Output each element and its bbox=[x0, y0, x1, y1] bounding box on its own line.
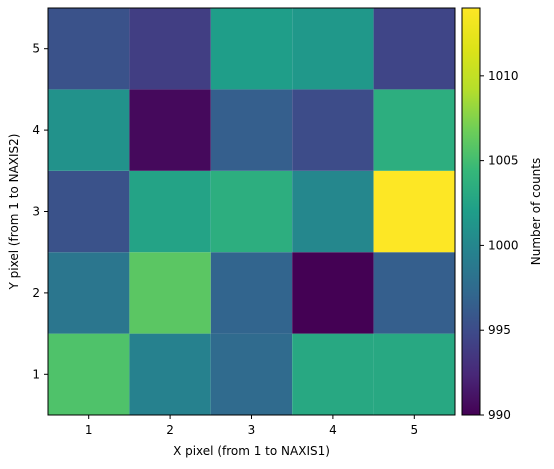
heatmap-cell-x4-y4 bbox=[292, 89, 374, 171]
heatmap-cell-x5-y3 bbox=[373, 170, 455, 253]
colorbar-tick-label: 1005 bbox=[488, 154, 519, 168]
heatmap-cell-x5-y5 bbox=[373, 8, 455, 90]
heatmap-cell-x1-y3 bbox=[48, 170, 130, 253]
y-tick-label: 1 bbox=[32, 367, 40, 381]
x-tick-label: 1 bbox=[85, 423, 93, 437]
heatmap-cell-x4-y2 bbox=[292, 252, 374, 334]
colorbar-tick-label: 995 bbox=[488, 323, 511, 337]
heatmap-cell-x4-y3 bbox=[292, 170, 374, 253]
y-tick-label: 4 bbox=[32, 123, 40, 137]
heatmap-cell-x1-y1 bbox=[48, 333, 130, 415]
colorbar bbox=[461, 7, 481, 416]
heatmap-cell-x1-y2 bbox=[48, 252, 130, 334]
colorbar-tick-label: 1010 bbox=[488, 69, 519, 83]
heatmap-cell-x2-y2 bbox=[129, 252, 211, 334]
x-axis-label: X pixel (from 1 to NAXIS1) bbox=[173, 444, 330, 458]
colorbar-tick-label: 990 bbox=[488, 408, 511, 422]
heatmap-cell-x2-y5 bbox=[129, 8, 211, 90]
x-tick-label: 4 bbox=[329, 423, 337, 437]
heatmap-cell-x1-y4 bbox=[48, 89, 130, 171]
y-axis: 1 2 3 4 5 bbox=[32, 42, 48, 381]
heatmap-cell-x3-y2 bbox=[210, 252, 293, 334]
heatmap-cell-x2-y3 bbox=[129, 170, 211, 253]
colorbar-label: Number of counts bbox=[529, 158, 543, 266]
heatmap-cell-x1-y5 bbox=[48, 8, 130, 90]
x-tick-label: 2 bbox=[166, 423, 174, 437]
heatmap-cell-x4-y1 bbox=[292, 333, 374, 415]
heatmap-cell-x4-y5 bbox=[292, 8, 374, 90]
heatmap-cells bbox=[48, 8, 455, 415]
heatmap-cell-x5-y1 bbox=[373, 333, 455, 415]
heatmap-cell-x5-y4 bbox=[373, 89, 455, 171]
colorbar-axis: 990 995 1000 1005 1010 bbox=[480, 69, 519, 422]
y-tick-label: 3 bbox=[32, 205, 40, 219]
heatmap-cell-x3-y4 bbox=[210, 89, 293, 171]
x-axis: 1 2 3 4 5 bbox=[85, 415, 418, 437]
heatmap-cell-x3-y3 bbox=[210, 170, 293, 253]
heatmap-cell-x3-y1 bbox=[210, 333, 293, 415]
y-axis-label: Y pixel (from 1 to NAXIS2) bbox=[7, 134, 21, 291]
y-tick-label: 2 bbox=[32, 286, 40, 300]
y-tick-label: 5 bbox=[32, 42, 40, 56]
heatmap-cell-x2-y4 bbox=[129, 89, 211, 171]
heatmap-cell-x3-y5 bbox=[210, 8, 293, 90]
x-tick-label: 3 bbox=[248, 423, 256, 437]
heatmap-cell-x5-y2 bbox=[373, 252, 455, 334]
colorbar-tick-label: 1000 bbox=[488, 238, 519, 252]
x-tick-label: 5 bbox=[410, 423, 418, 437]
heatmap-cell-x2-y1 bbox=[129, 333, 211, 415]
